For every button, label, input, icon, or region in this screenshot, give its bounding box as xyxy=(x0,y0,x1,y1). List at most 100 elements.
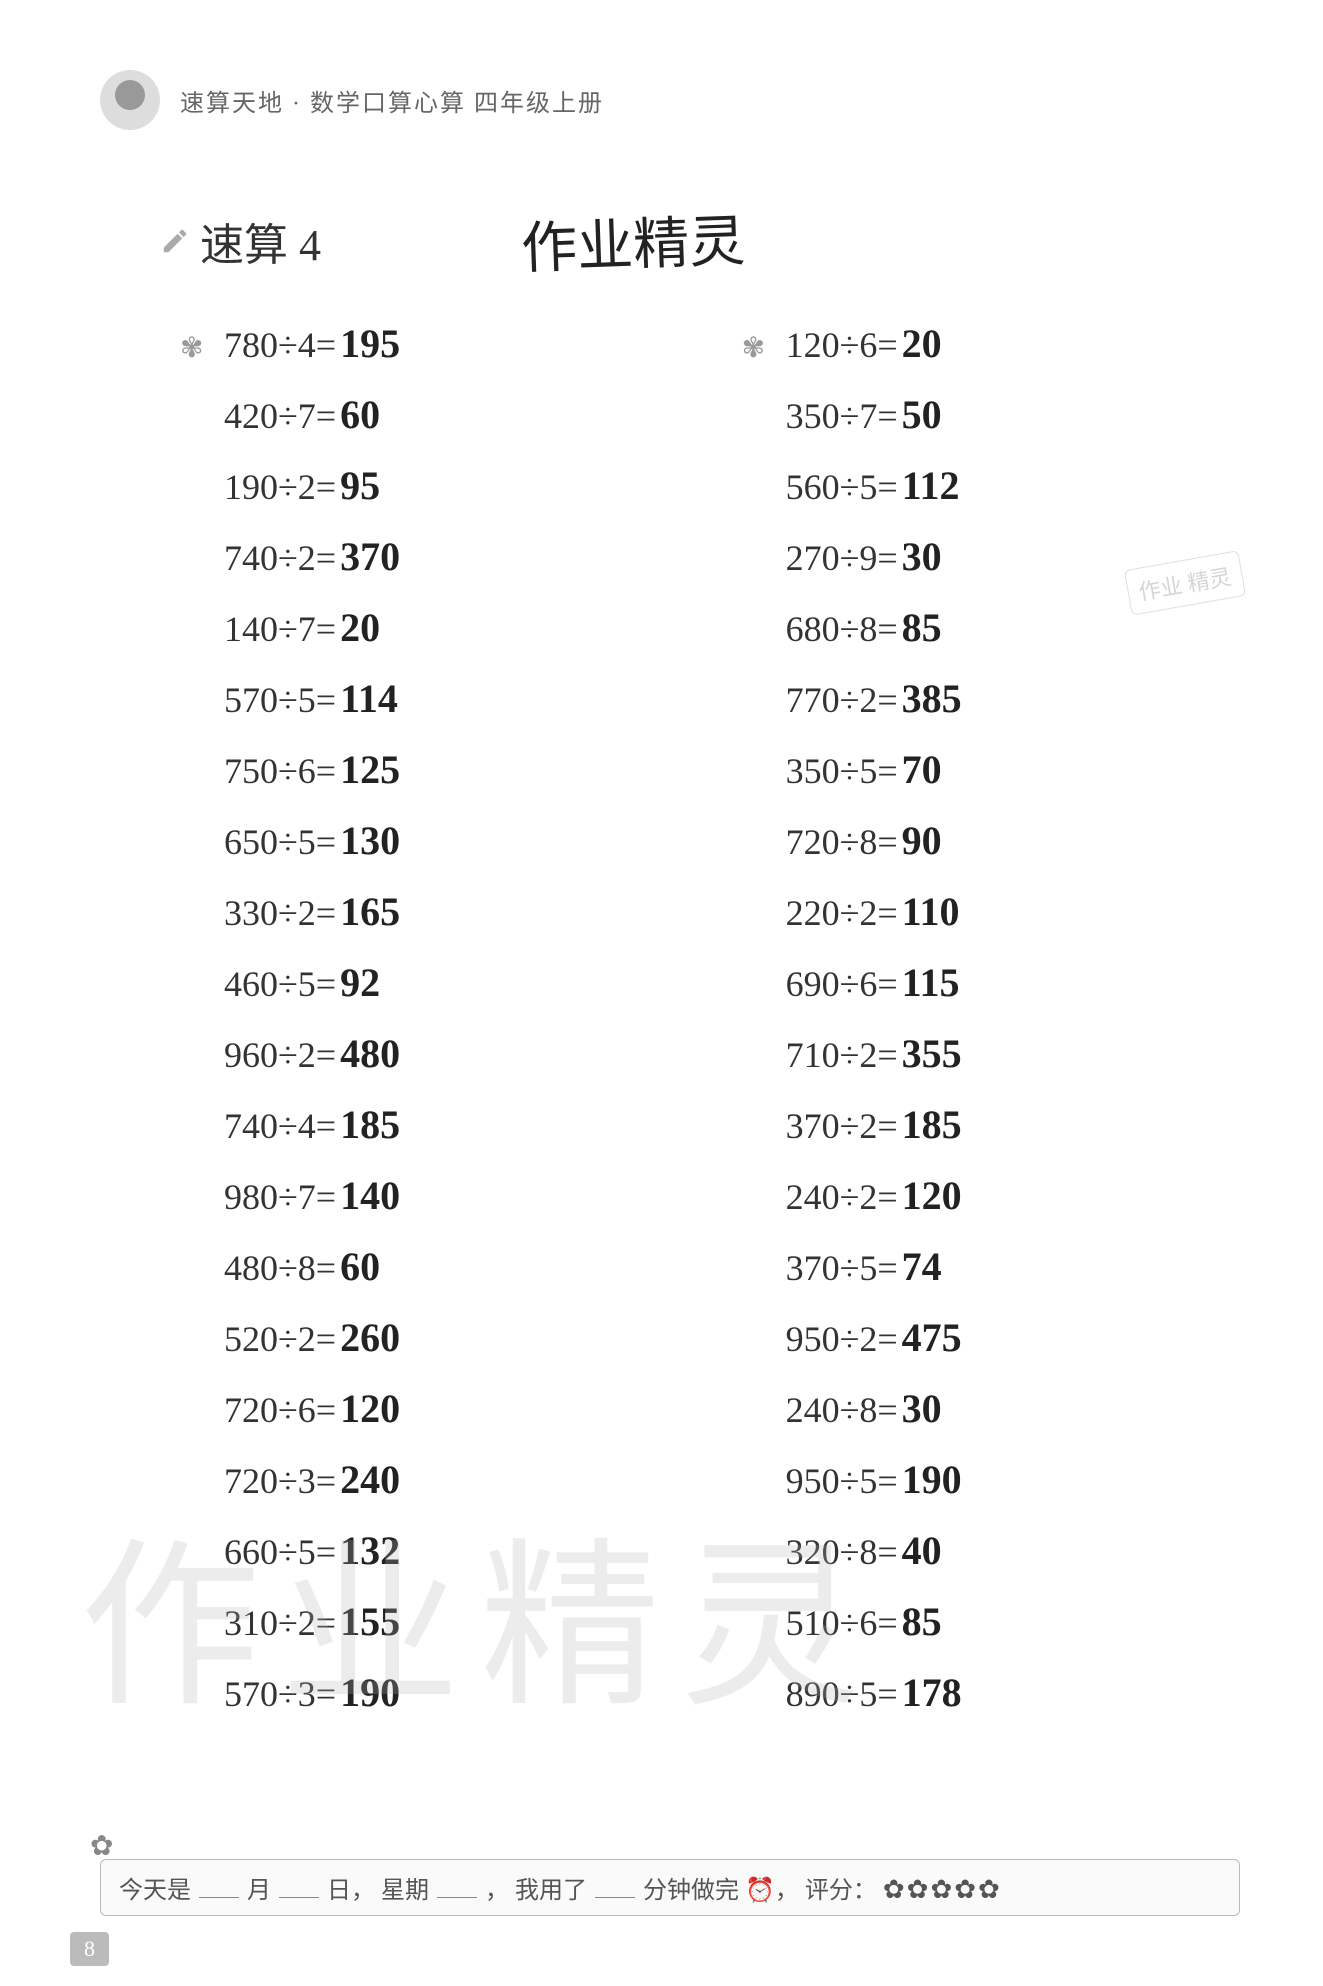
handwritten-answer: 60 xyxy=(340,391,380,438)
handwritten-answer: 40 xyxy=(902,1527,942,1574)
problem-row: 220÷2=110 xyxy=(742,888,1260,935)
cartoon-child-icon xyxy=(100,70,160,130)
handwritten-answer: 385 xyxy=(902,675,962,722)
problem-row: 710÷2=355 xyxy=(742,1030,1260,1077)
handwritten-answer: 112 xyxy=(902,462,960,509)
expression: 140÷7= xyxy=(224,608,336,650)
problem-row: 140÷7=20 xyxy=(180,604,698,651)
problem-row: 890÷5=178 xyxy=(742,1669,1260,1716)
problem-row: 950÷2=475 xyxy=(742,1314,1260,1361)
expression: 950÷5= xyxy=(786,1460,898,1502)
section-title-row: 速算 4 作业精灵 xyxy=(160,200,1160,281)
problem-row: 240÷2=120 xyxy=(742,1172,1260,1219)
weekday-suffix: ， xyxy=(485,1878,509,1904)
expression: 770÷2= xyxy=(786,679,898,721)
problem-row: 570÷5=114 xyxy=(180,675,698,722)
expression: 120÷6= xyxy=(786,324,898,366)
handwritten-answer: 240 xyxy=(340,1456,400,1503)
handwritten-answer: 190 xyxy=(340,1669,400,1716)
expression: 420÷7= xyxy=(224,395,336,437)
problem-row: 350÷5=70 xyxy=(742,746,1260,793)
expression: 190÷2= xyxy=(224,466,336,508)
expression: 780÷4= xyxy=(224,324,336,366)
rating-stars: ✿✿✿✿✿ xyxy=(883,1875,1002,1904)
handwritten-answer: 95 xyxy=(340,462,380,509)
handwritten-answer: 110 xyxy=(902,888,960,935)
problem-row: 960÷2=480 xyxy=(180,1030,698,1077)
expression: 520÷2= xyxy=(224,1318,336,1360)
section-title: 速算 4 xyxy=(200,209,321,273)
handwritten-answer: 20 xyxy=(902,320,942,367)
expression: 330÷2= xyxy=(224,892,336,934)
left-column: ✾780÷4=195420÷7=60190÷2=95740÷2=370140÷7… xyxy=(180,320,698,1740)
handwritten-answer: 355 xyxy=(902,1030,962,1077)
minutes-blank[interactable] xyxy=(595,1897,635,1898)
problem-row: 750÷6=125 xyxy=(180,746,698,793)
handwritten-answer: 20 xyxy=(340,604,380,651)
handwritten-answer: 30 xyxy=(902,533,942,580)
problem-row: 370÷5=74 xyxy=(742,1243,1260,1290)
handwritten-answer: 85 xyxy=(902,1598,942,1645)
right-column: ✾120÷6=20350÷7=50560÷5=112270÷9=30680÷8=… xyxy=(742,320,1260,1740)
expression: 240÷2= xyxy=(786,1176,898,1218)
footer-prefix: 今天是 xyxy=(119,1878,191,1904)
problem-row: 770÷2=385 xyxy=(742,675,1260,722)
handwritten-answer: 480 xyxy=(340,1030,400,1077)
month-label: 月 xyxy=(247,1878,271,1904)
handwritten-answer: 120 xyxy=(902,1172,962,1219)
pencil-icon xyxy=(160,226,190,256)
problem-row: 740÷4=185 xyxy=(180,1101,698,1148)
expression: 740÷2= xyxy=(224,537,336,579)
expression: 510÷6= xyxy=(786,1602,898,1644)
problem-row: 460÷5=92 xyxy=(180,959,698,1006)
problem-row: 650÷5=130 xyxy=(180,817,698,864)
expression: 570÷3= xyxy=(224,1673,336,1715)
problem-row: 190÷2=95 xyxy=(180,462,698,509)
expression: 720÷3= xyxy=(224,1460,336,1502)
problem-row: 350÷7=50 xyxy=(742,391,1260,438)
handwritten-answer: 120 xyxy=(340,1385,400,1432)
expression: 570÷5= xyxy=(224,679,336,721)
expression: 560÷5= xyxy=(786,466,898,508)
expression: 750÷6= xyxy=(224,750,336,792)
expression: 320÷8= xyxy=(786,1531,898,1573)
dragonfly-icon: ✾ xyxy=(180,336,216,360)
handwritten-answer: 85 xyxy=(902,604,942,651)
handwritten-answer: 260 xyxy=(340,1314,400,1361)
problem-row: 520÷2=260 xyxy=(180,1314,698,1361)
expression: 350÷5= xyxy=(786,750,898,792)
problem-columns: ✾780÷4=195420÷7=60190÷2=95740÷2=370140÷7… xyxy=(180,320,1260,1740)
problem-row: 370÷2=185 xyxy=(742,1101,1260,1148)
expression: 690÷6= xyxy=(786,963,898,1005)
expression: 460÷5= xyxy=(224,963,336,1005)
day-blank[interactable] xyxy=(279,1897,319,1898)
weekday-blank[interactable] xyxy=(437,1897,477,1898)
problem-row: 680÷8=85 xyxy=(742,604,1260,651)
handwritten-answer: 130 xyxy=(340,817,400,864)
problem-row: 240÷8=30 xyxy=(742,1385,1260,1432)
page-number: 8 xyxy=(70,1932,109,1966)
expression: 240÷8= xyxy=(786,1389,898,1431)
handwritten-answer: 70 xyxy=(902,746,942,793)
month-blank[interactable] xyxy=(199,1897,239,1898)
problem-row: 330÷2=165 xyxy=(180,888,698,935)
handwritten-answer: 30 xyxy=(902,1385,942,1432)
handwritten-answer: 60 xyxy=(340,1243,380,1290)
problem-row: 560÷5=112 xyxy=(742,462,1260,509)
handwritten-answer: 190 xyxy=(902,1456,962,1503)
handwritten-answer: 370 xyxy=(340,533,400,580)
expression: 270÷9= xyxy=(786,537,898,579)
expression: 740÷4= xyxy=(224,1105,336,1147)
handwritten-answer: 475 xyxy=(902,1314,962,1361)
flower-icon: ✿ xyxy=(90,1829,113,1863)
used-prefix: 我用了 xyxy=(515,1878,587,1904)
handwritten-answer: 195 xyxy=(340,320,400,367)
problem-row: 420÷7=60 xyxy=(180,391,698,438)
expression: 680÷8= xyxy=(786,608,898,650)
footer-bar: 今天是 月 日， 星期 ， 我用了 分钟做完 ⏰， 评分： ✿✿✿✿✿ xyxy=(100,1859,1240,1916)
expression: 980÷7= xyxy=(224,1176,336,1218)
expression: 960÷2= xyxy=(224,1034,336,1076)
problem-row: 310÷2=155 xyxy=(180,1598,698,1645)
expression: 660÷5= xyxy=(224,1531,336,1573)
handwritten-answer: 92 xyxy=(340,959,380,1006)
